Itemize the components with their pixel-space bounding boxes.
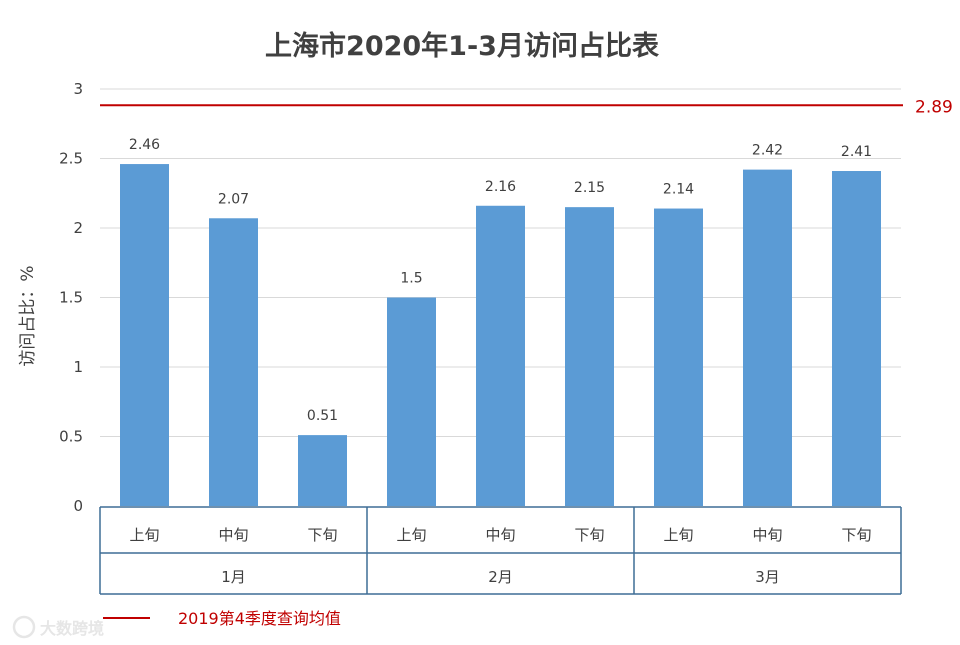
data-label: 2.07 xyxy=(218,191,249,207)
x-tick-label: 中旬 xyxy=(218,526,248,544)
bar xyxy=(120,164,169,506)
data-label: 2.46 xyxy=(129,137,160,153)
legend: 2019第4季度查询均值 xyxy=(103,609,341,628)
bar xyxy=(832,171,881,506)
watermark-text: 大数跨境 xyxy=(40,619,104,638)
y-tick-label: 1 xyxy=(73,358,83,376)
y-tick-label: 0 xyxy=(73,497,83,515)
reference-line-group: 2.89 xyxy=(100,97,953,117)
x-tick-label: 下旬 xyxy=(574,526,604,544)
bar xyxy=(654,208,703,507)
data-labels: 2.46 2.07 0.51 1.5 2.16 2.15 2.14 2.42 2.41 xyxy=(129,137,872,424)
data-label: 2.42 xyxy=(752,143,783,159)
bar xyxy=(476,205,525,506)
data-label: 2.16 xyxy=(485,179,516,195)
data-label: 0.51 xyxy=(307,408,338,424)
bar xyxy=(743,169,792,506)
y-tick-label: 0.5 xyxy=(59,428,83,446)
x-tick-label: 上旬 xyxy=(663,526,693,544)
data-label: 2.15 xyxy=(574,180,605,196)
x-group-label: 2月 xyxy=(488,568,513,586)
x-tick-label: 中旬 xyxy=(752,526,782,544)
x-group-label: 3月 xyxy=(755,568,780,586)
x-tick-label: 下旬 xyxy=(841,526,871,544)
reference-line-label: 2.89 xyxy=(915,97,953,117)
data-label: 2.14 xyxy=(663,182,694,198)
watermark: 大数跨境 xyxy=(12,615,104,639)
bar-series xyxy=(120,164,881,507)
legend-entry: 2019第4季度查询均值 xyxy=(178,609,341,628)
x-tick-label: 中旬 xyxy=(485,526,515,544)
x-tick-label: 上旬 xyxy=(129,526,159,544)
bar xyxy=(387,297,436,506)
watermark-logo-icon xyxy=(12,615,36,639)
bar xyxy=(565,207,614,506)
chart-title: 上海市2020年1-3月访问占比表 xyxy=(265,30,659,62)
x-tick-label: 上旬 xyxy=(396,526,426,544)
x-group-label: 1月 xyxy=(221,568,246,586)
y-axis-ticks: 0 0.5 1 1.5 2 2.5 3 xyxy=(59,80,83,515)
bar xyxy=(209,218,258,506)
y-tick-label: 2.5 xyxy=(59,150,83,168)
x-axis-category-table: 上旬 中旬 下旬 上旬 中旬 下旬 上旬 中旬 下旬 1月 2月 3月 xyxy=(99,506,902,595)
y-axis-label: 访问占比：% xyxy=(18,265,38,366)
x-tick-label: 下旬 xyxy=(307,526,337,544)
y-tick-label: 2 xyxy=(73,219,83,237)
y-tick-label: 3 xyxy=(73,80,83,98)
y-tick-label: 1.5 xyxy=(59,289,83,307)
data-label: 2.41 xyxy=(841,144,872,160)
bar xyxy=(298,435,347,506)
data-label: 1.5 xyxy=(400,271,422,287)
